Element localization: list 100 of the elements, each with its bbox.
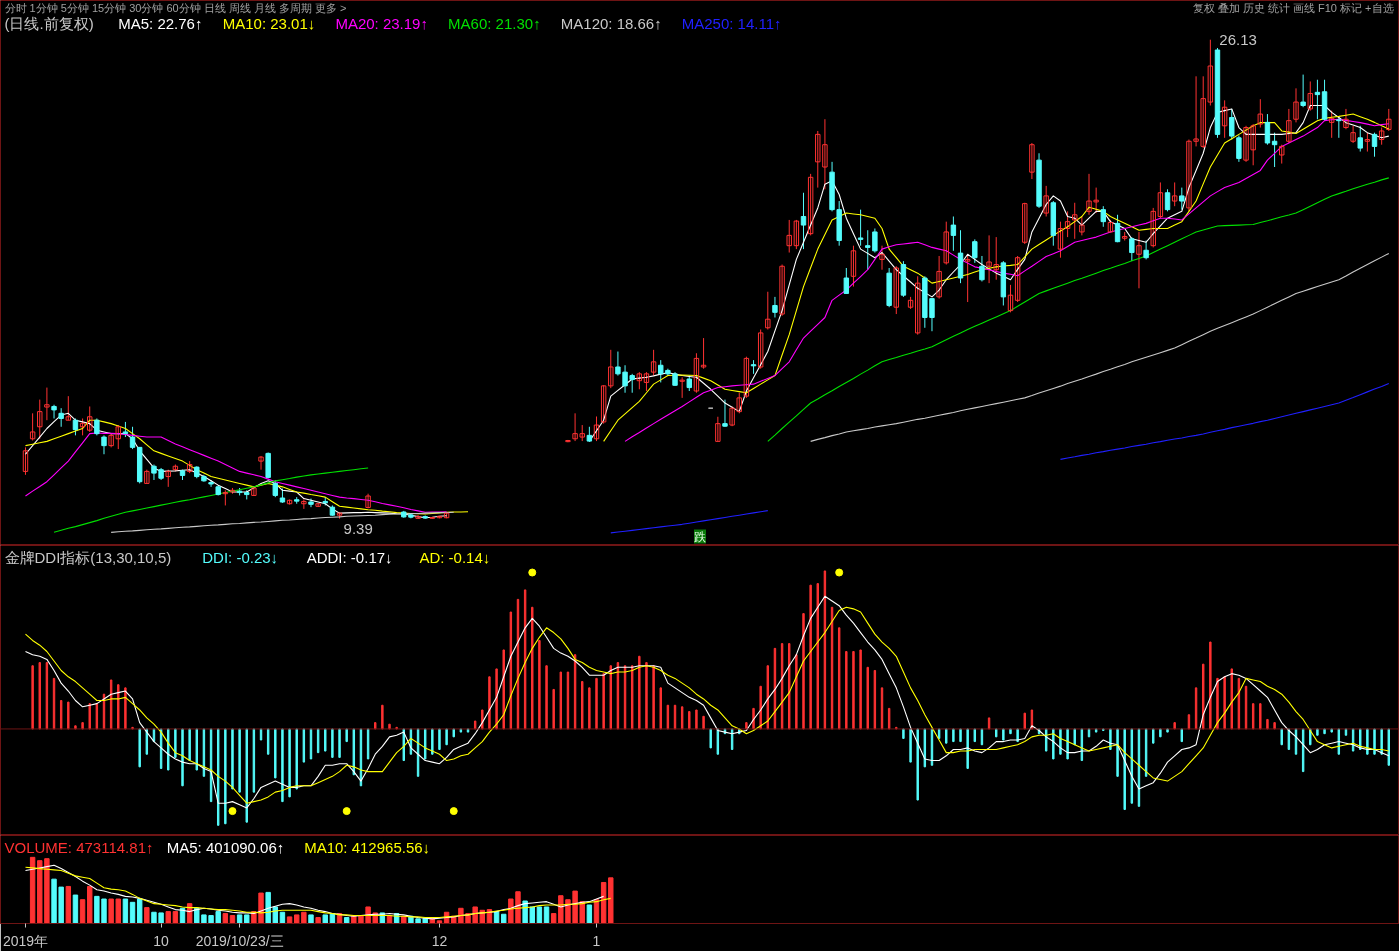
candlestick — [1264, 113, 1271, 146]
candlestick — [37, 399, 43, 440]
text: (日线.前复权) — [4, 14, 94, 32]
candlestick — [743, 356, 750, 399]
candlestick — [593, 415, 600, 442]
candlestick — [715, 416, 721, 442]
bar — [315, 917, 321, 924]
text: MA120: 18.66↑ — [560, 14, 662, 32]
candlestick — [972, 238, 978, 264]
candlestick — [843, 267, 850, 294]
candlestick — [779, 264, 785, 317]
candlestick — [1364, 132, 1371, 153]
x-tick-label: 12 — [431, 932, 448, 949]
candlestick — [1136, 231, 1142, 289]
candlestick — [365, 493, 371, 509]
candlestick — [964, 255, 971, 303]
candlestick — [1164, 188, 1171, 212]
bar — [343, 917, 350, 924]
candlestick — [850, 245, 857, 288]
candlestick — [1336, 117, 1342, 139]
candlestick — [1114, 214, 1121, 243]
bar — [322, 914, 328, 924]
candlestick — [914, 275, 921, 336]
bar — [286, 916, 293, 924]
candlestick — [679, 376, 685, 399]
candlestick — [979, 255, 985, 282]
candlestick — [1350, 125, 1356, 144]
candlestick — [1357, 125, 1363, 153]
bar — [543, 906, 550, 924]
candlestick — [1328, 110, 1335, 139]
candlestick — [301, 498, 307, 510]
candlestick — [129, 426, 136, 450]
candlestick — [1293, 87, 1299, 123]
bar — [236, 914, 243, 924]
candlestick — [772, 296, 778, 318]
candlestick — [251, 486, 257, 497]
candlestick — [1343, 108, 1349, 130]
candlestick — [1257, 98, 1264, 129]
bar — [65, 885, 72, 924]
candlestick — [51, 404, 57, 419]
bar — [436, 920, 443, 924]
candlestick — [643, 371, 650, 392]
candlestick — [1100, 205, 1106, 228]
candlestick — [415, 514, 421, 520]
x-tick-label: 10 — [153, 932, 170, 949]
bar — [172, 911, 179, 924]
bar — [87, 885, 93, 924]
annotation: 26.13 — [1219, 30, 1257, 48]
bar — [72, 894, 79, 924]
candlestick — [1157, 181, 1164, 219]
x-tick-label: 2019年 — [2, 932, 49, 949]
annotation: 复权 叠加 历史 统计 画线 F10 标记 +自选 — [1192, 1, 1394, 14]
bar — [308, 914, 314, 924]
bar — [136, 898, 143, 924]
bar — [144, 907, 150, 924]
bar — [536, 906, 543, 924]
candlestick — [1022, 202, 1028, 245]
text: MA20: 23.19↑ — [335, 14, 428, 32]
candlestick — [800, 192, 807, 250]
candlestick — [1014, 255, 1021, 303]
text: MA5: 401090.06↑ — [166, 838, 285, 856]
candlestick — [1371, 132, 1378, 158]
candlestick — [600, 384, 607, 425]
candlestick — [1300, 74, 1306, 108]
series-label: VOLUME: 473114.81↑ — [4, 838, 154, 856]
text: MA5: 22.76↑ — [118, 14, 203, 32]
candlestick — [1307, 80, 1313, 112]
candlestick — [700, 337, 707, 370]
candlestick — [58, 407, 64, 428]
candlestick — [757, 329, 764, 370]
candlestick — [44, 387, 50, 421]
candlestick — [879, 245, 885, 271]
candlestick — [1007, 284, 1014, 313]
x-tick-label: 2019/10/23/三 — [195, 932, 284, 949]
bar — [165, 911, 171, 924]
candlestick — [693, 352, 700, 394]
bar — [79, 899, 86, 924]
text: ADDI: -0.17↓ — [306, 548, 393, 566]
annotation: 跌 — [694, 529, 706, 544]
text: MA250: 14.11↑ — [681, 14, 782, 32]
candlestick — [722, 399, 728, 428]
candlestick — [258, 455, 264, 471]
candlestick — [1064, 210, 1071, 238]
text: AD: -0.14↓ — [419, 548, 491, 566]
candlestick — [807, 173, 814, 236]
candlestick — [1279, 144, 1285, 165]
candlestick — [1171, 181, 1178, 207]
bar — [501, 913, 507, 924]
candlestick — [315, 502, 321, 508]
candlestick — [1029, 142, 1035, 180]
text: MA10: 23.01↓ — [222, 14, 316, 32]
candlestick — [1043, 185, 1049, 217]
candlestick — [1179, 187, 1185, 211]
candlestick — [1221, 99, 1228, 139]
candlestick — [1129, 236, 1135, 262]
text: MA60: 21.30↑ — [448, 14, 541, 32]
candlestick — [893, 265, 899, 315]
candlestick — [1286, 108, 1292, 144]
bar — [129, 901, 136, 924]
annotation: 分时 1分钟 5分钟 15分钟 30分钟 60分钟 日线 周线 月线 多周期 更多 > — [4, 1, 347, 14]
